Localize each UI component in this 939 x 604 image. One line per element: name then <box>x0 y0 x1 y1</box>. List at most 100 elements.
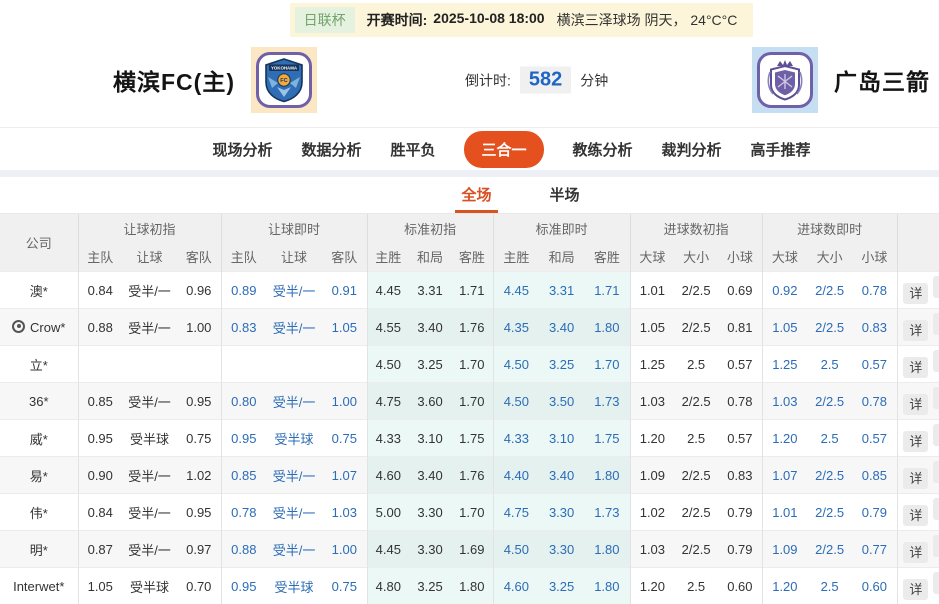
odds-cell: 1.07 <box>322 457 367 494</box>
nav-tab-6[interactable]: 裁判分析 <box>662 139 722 160</box>
odds-cell: 0.75 <box>322 568 367 604</box>
odds-cell: 3.30 <box>539 494 584 531</box>
detail-button-clipped[interactable] <box>933 313 939 335</box>
odds-cell: 0.79 <box>718 494 762 531</box>
odds-cell: 0.78 <box>852 272 897 309</box>
odds-cell: 0.70 <box>177 568 221 604</box>
odds-cell: 4.35 <box>493 309 539 346</box>
company-cell[interactable]: 威* <box>0 420 78 457</box>
odds-cell: 4.75 <box>493 494 539 531</box>
odds-cell: 0.87 <box>78 531 122 568</box>
odds-cell: 2.5 <box>807 420 852 457</box>
odds-cell: 3.40 <box>539 309 584 346</box>
detail-button-clipped[interactable] <box>933 535 939 557</box>
odds-cell: 0.88 <box>221 531 266 568</box>
detail-button-clipped[interactable] <box>933 424 939 446</box>
sub-header: 主队 <box>221 242 266 272</box>
odds-cell <box>322 346 367 383</box>
group-header: 标准即时 <box>493 214 630 243</box>
odds-cell: 3.25 <box>539 346 584 383</box>
detail-button-clipped[interactable] <box>933 498 939 520</box>
period-tab-1[interactable]: 全场 <box>455 184 497 213</box>
sub-header: 和局 <box>539 242 584 272</box>
odds-cell: 0.69 <box>718 272 762 309</box>
company-cell[interactable]: Interwet* <box>0 568 78 604</box>
odds-cell: 1.03 <box>630 383 674 420</box>
company-cell[interactable]: 明* <box>0 531 78 568</box>
odds-cell: 0.81 <box>718 309 762 346</box>
odds-cell: 1.20 <box>762 420 807 457</box>
nav-tab-1[interactable]: 现场分析 <box>212 139 272 160</box>
detail-button-clipped[interactable] <box>933 572 939 594</box>
odds-cell: 2/2.5 <box>807 309 852 346</box>
odds-cell: 1.02 <box>177 457 221 494</box>
odds-cell: 2/2.5 <box>807 531 852 568</box>
detail-button[interactable]: 详 <box>903 431 928 453</box>
detail-button[interactable]: 详 <box>903 505 928 527</box>
detail-button-clipped[interactable] <box>933 276 939 298</box>
odds-cell: 0.77 <box>852 531 897 568</box>
odds-cell: 4.60 <box>367 457 409 494</box>
odds-cell <box>78 346 122 383</box>
odds-cell: 1.09 <box>630 457 674 494</box>
detail-button[interactable]: 详 <box>903 468 928 490</box>
odds-cell: 3.30 <box>539 531 584 568</box>
detail-cell: 详 <box>897 494 939 531</box>
odds-cell <box>177 346 221 383</box>
nav-tab-4[interactable]: 三合一 <box>464 131 543 168</box>
odds-cell: 4.45 <box>367 272 409 309</box>
odds-cell: 1.76 <box>451 309 493 346</box>
odds-cell: 1.73 <box>584 494 630 531</box>
period-tab-2[interactable]: 半场 <box>544 184 586 213</box>
odds-cell: 受半/一 <box>122 494 177 531</box>
nav-tab-3[interactable]: 胜平负 <box>390 139 435 160</box>
group-header: 标准初指 <box>367 214 493 243</box>
venue-weather: 横滨三泽球场 阴天， 24°C°C <box>557 10 738 30</box>
detail-button-clipped[interactable] <box>933 461 939 483</box>
company-name: 36* <box>29 394 49 409</box>
odds-cell: 1.05 <box>78 568 122 604</box>
company-cell[interactable]: 澳* <box>0 272 78 309</box>
odds-cell: 受半/一 <box>122 272 177 309</box>
nav-tab-2[interactable]: 数据分析 <box>301 139 361 160</box>
sub-header: 和局 <box>409 242 451 272</box>
detail-button[interactable]: 详 <box>903 542 928 564</box>
sub-header: 让球 <box>266 242 322 272</box>
company-cell[interactable]: 立* <box>0 346 78 383</box>
odds-cell: 4.45 <box>367 531 409 568</box>
odds-cell <box>221 346 266 383</box>
company-cell[interactable]: 易* <box>0 457 78 494</box>
odds-cell: 受半/一 <box>266 309 322 346</box>
detail-cell: 详 <box>897 346 939 383</box>
odds-cell: 0.83 <box>221 309 266 346</box>
odds-cell: 0.95 <box>221 420 266 457</box>
company-logo-icon <box>12 320 25 333</box>
detail-button-clipped[interactable] <box>933 350 939 372</box>
odds-cell: 5.00 <box>367 494 409 531</box>
away-team-group: 广岛三箭 <box>752 47 930 113</box>
odds-cell: 4.33 <box>493 420 539 457</box>
odds-cell: 0.85 <box>78 383 122 420</box>
odds-cell: 1.75 <box>584 420 630 457</box>
company-cell[interactable]: 伟* <box>0 494 78 531</box>
company-name: 立* <box>30 358 48 373</box>
odds-cell: 1.75 <box>451 420 493 457</box>
sub-header: 大小 <box>807 242 852 272</box>
odds-cell: 1.03 <box>322 494 367 531</box>
detail-button[interactable]: 详 <box>903 320 928 342</box>
company-cell[interactable]: 36* <box>0 383 78 420</box>
nav-tab-5[interactable]: 教练分析 <box>573 139 633 160</box>
odds-cell: 3.10 <box>539 420 584 457</box>
detail-button[interactable]: 详 <box>903 394 928 416</box>
odds-cell: 0.75 <box>322 420 367 457</box>
match-info-bar: 日联杯 开赛时间: 2025-10-08 18:00 横滨三泽球场 阴天， 24… <box>0 0 939 40</box>
detail-button[interactable]: 详 <box>903 357 928 379</box>
company-cell[interactable]: Crow* <box>0 309 78 346</box>
odds-cell: 0.95 <box>177 383 221 420</box>
detail-button[interactable]: 详 <box>903 283 928 305</box>
odds-cell: 2/2.5 <box>807 494 852 531</box>
detail-cell: 详 <box>897 272 939 309</box>
nav-tab-7[interactable]: 高手推荐 <box>751 139 811 160</box>
detail-button-clipped[interactable] <box>933 387 939 409</box>
